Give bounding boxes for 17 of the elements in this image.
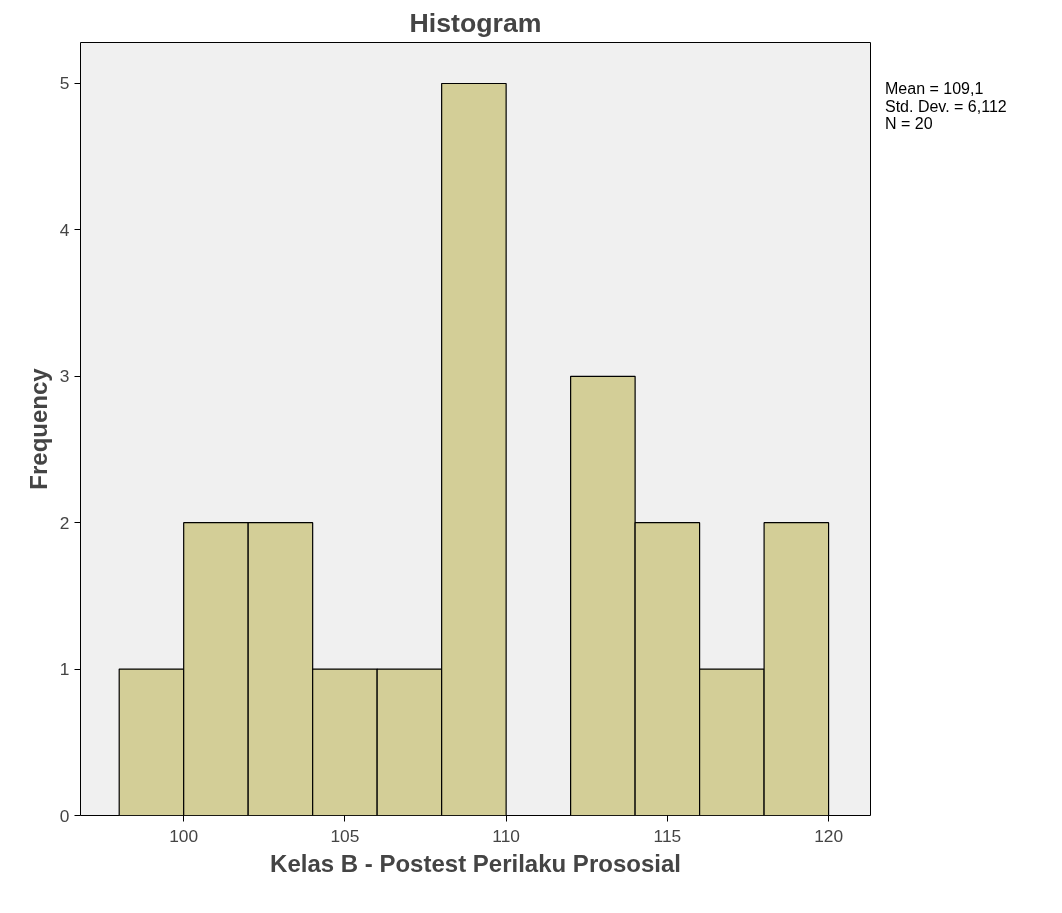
x-tick-label: 115 — [653, 825, 682, 846]
y-axis-title: Frequency — [24, 367, 52, 490]
text: Mean = 109,1 — [885, 80, 984, 97]
y-tick-label: 2 — [59, 512, 70, 533]
chart-title: Histogram — [409, 7, 542, 38]
x-tick-label: 105 — [330, 825, 360, 846]
x-tick-label: 110 — [492, 825, 520, 846]
y-tick-label: 0 — [59, 805, 70, 826]
y-tick-label: 4 — [59, 219, 70, 240]
x-tick-label: 120 — [814, 825, 844, 846]
text: N = 20 — [885, 115, 933, 133]
text: Std. Dev. = 6,112 — [885, 97, 1007, 115]
y-tick-label: 5 — [59, 73, 70, 94]
x-tick-label: 100 — [169, 825, 199, 846]
y-tick-label: 3 — [59, 366, 70, 387]
x-axis-title: Kelas B - Postest Perilaku Prososial — [270, 849, 681, 877]
y-tick-label: 1 — [59, 659, 70, 680]
